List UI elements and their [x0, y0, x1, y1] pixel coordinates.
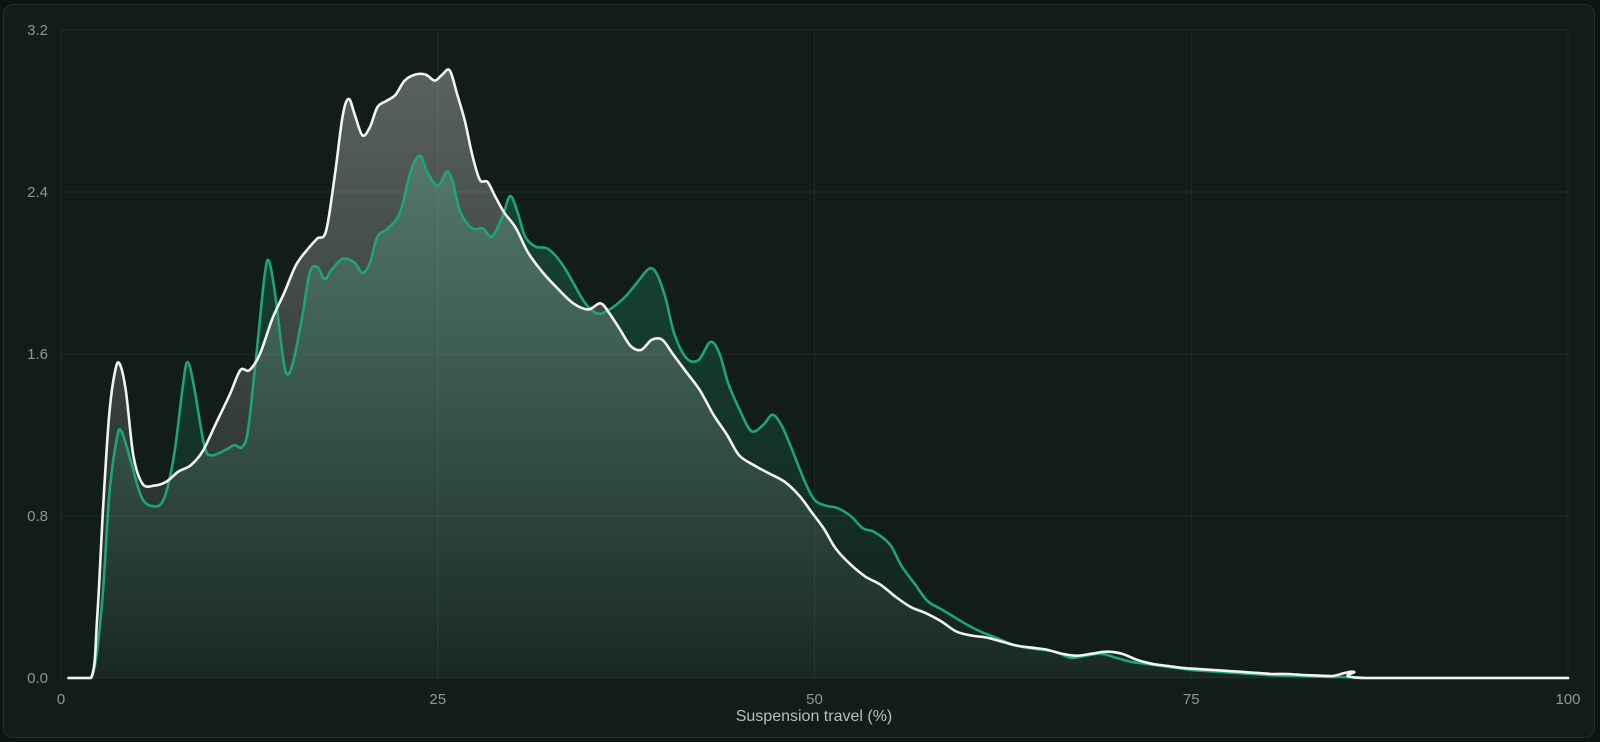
y-tick-label: 0.8	[27, 508, 48, 525]
x-tick-label: 100	[1555, 691, 1580, 708]
y-tick-label: 2.4	[27, 184, 48, 201]
area-layer	[68, 69, 1568, 679]
y-axis: 0.0 0.8 1.6 2.4 3.2	[27, 22, 48, 687]
series-2-area	[68, 69, 1568, 679]
y-tick-label: 3.2	[27, 22, 48, 39]
x-tick-label: 0	[57, 691, 65, 708]
line-layer	[67, 68, 1570, 680]
series-2-line	[67, 68, 1570, 680]
y-tick-label: 0.0	[27, 670, 48, 687]
x-axis: 0 25 50 75 100	[57, 691, 1581, 708]
x-tick-label: 50	[806, 691, 823, 708]
y-tick-label: 1.6	[27, 346, 48, 363]
x-axis-label: Suspension travel (%)	[736, 708, 893, 725]
x-tick-label: 25	[429, 691, 446, 708]
x-tick-label: 75	[1183, 691, 1200, 708]
